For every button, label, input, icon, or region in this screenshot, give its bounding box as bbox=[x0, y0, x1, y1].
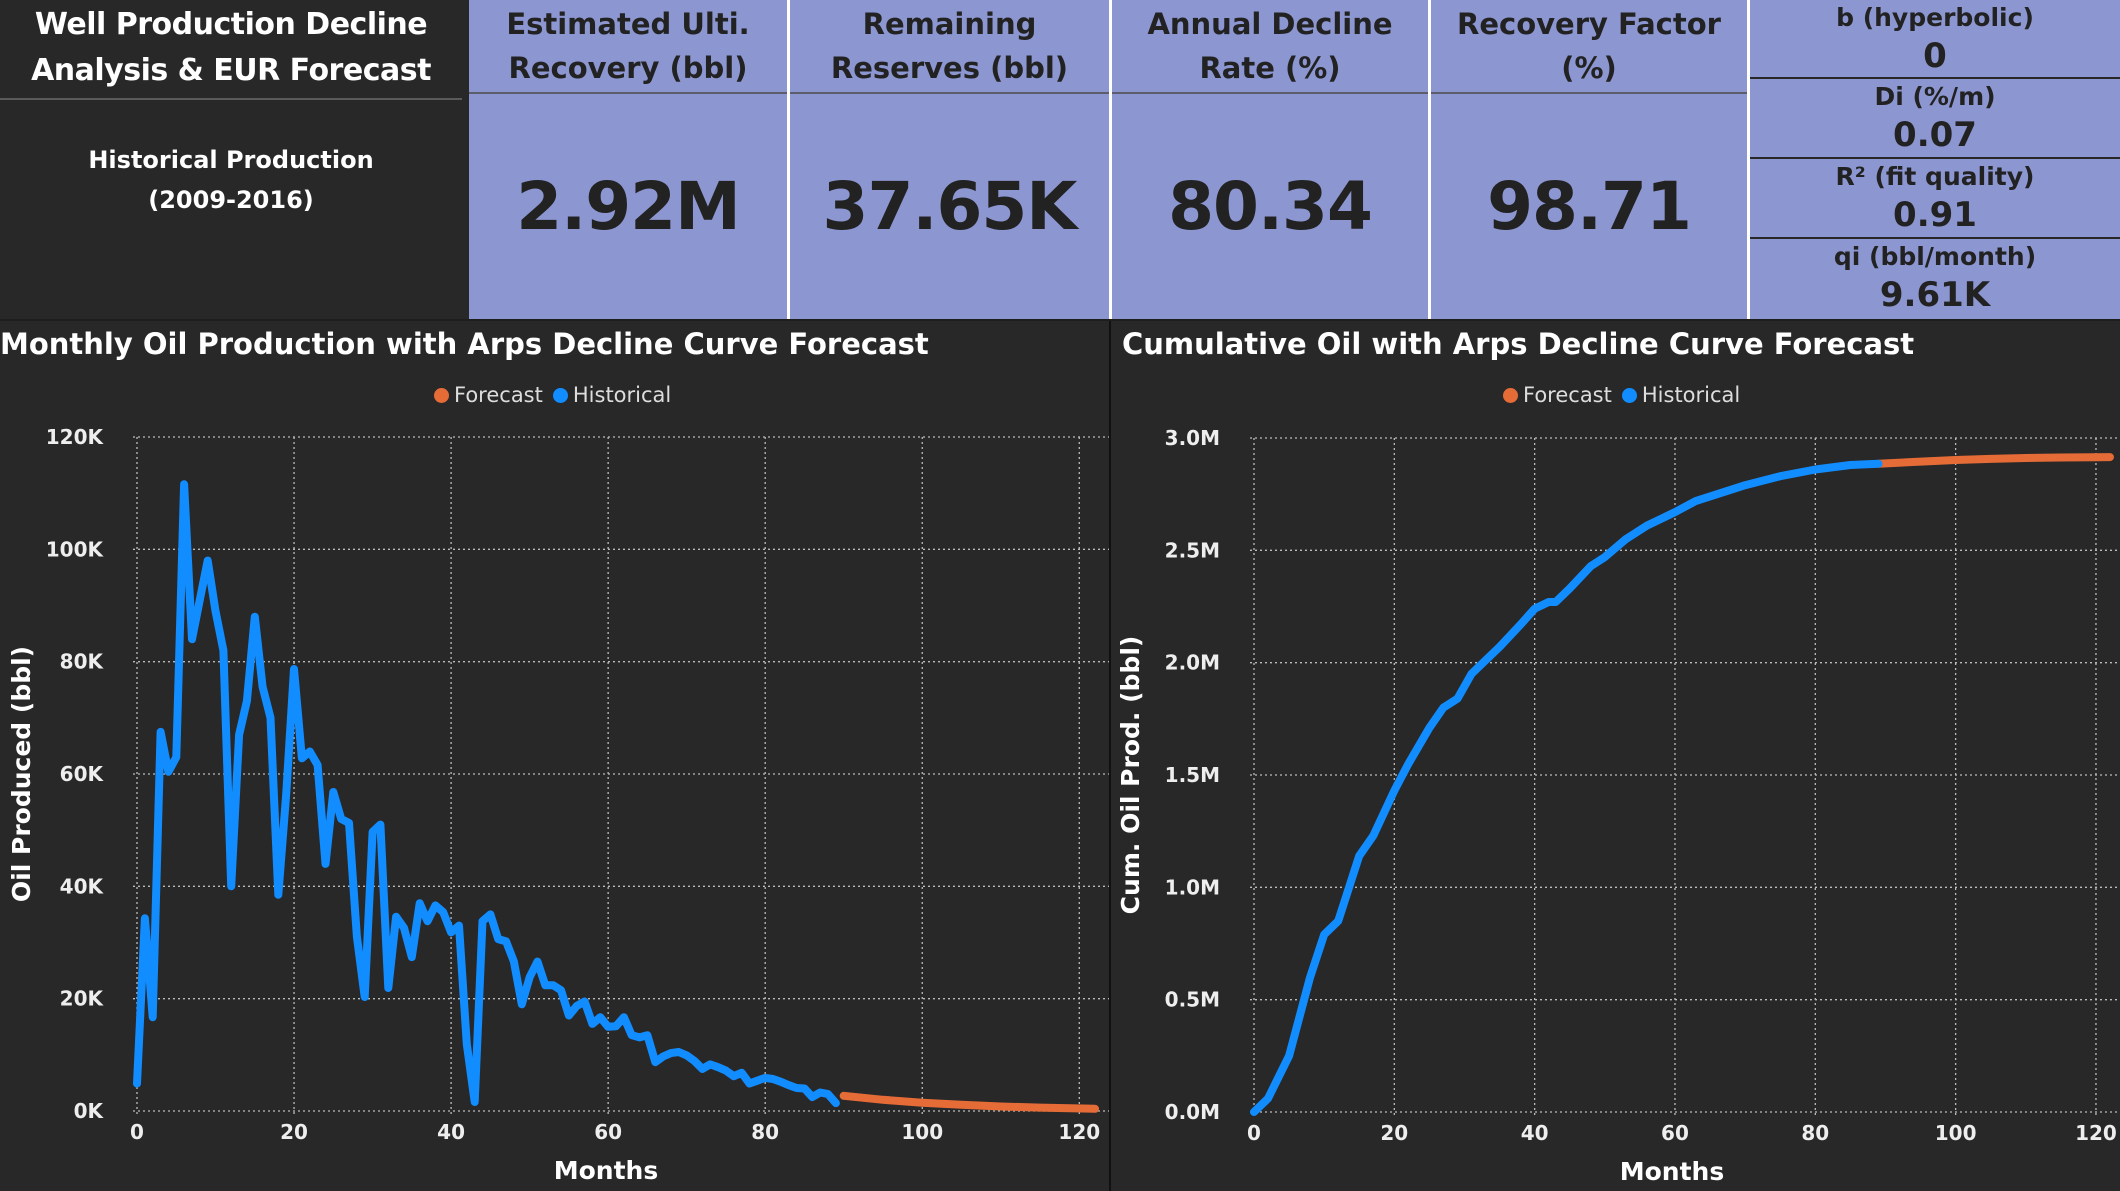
card-divider bbox=[1428, 0, 1431, 319]
y-tick-label: 80K bbox=[60, 650, 105, 674]
param-card-b: b (hyperbolic) 0 bbox=[1750, 0, 2120, 77]
y-tick-label: 2.0M bbox=[1165, 651, 1220, 675]
legend-label: Forecast bbox=[1523, 383, 1612, 407]
y-tick-label: 100K bbox=[46, 537, 105, 561]
y-tick-label: 60K bbox=[60, 762, 105, 786]
series-line-forecast bbox=[1874, 453, 2114, 468]
dashboard-subtitle: Historical Production (2009-2016) bbox=[0, 140, 462, 220]
y-tick-label: 120K bbox=[46, 425, 105, 449]
kpi-label: Annual Decline Rate (%) bbox=[1112, 0, 1428, 94]
chart-divider bbox=[1109, 321, 1111, 1191]
x-tick-label: 40 bbox=[437, 1120, 465, 1144]
kpi-value: 98.71 bbox=[1487, 168, 1692, 245]
legend-label: Historical bbox=[572, 383, 672, 407]
param-label: Di (%/m) bbox=[1874, 82, 1996, 111]
chart-title: Cumulative Oil with Arps Decline Curve F… bbox=[1122, 327, 1915, 361]
y-tick-label: 1.0M bbox=[1165, 875, 1220, 899]
x-tick-label: 120 bbox=[1058, 1120, 1100, 1144]
subtitle-line-2: (2009-2016) bbox=[148, 186, 314, 214]
legend-dot-forecast bbox=[1503, 387, 1518, 403]
kpi-value: 2.92M bbox=[516, 168, 741, 245]
monthly-production-chart: Monthly Oil Production with Arps Decline… bbox=[0, 321, 1109, 1191]
y-axis-title: Cum. Oil Prod. (bbl) bbox=[1116, 636, 1145, 915]
x-tick-label: 80 bbox=[751, 1120, 779, 1144]
dashboard-title: Well Production Decline Analysis & EUR F… bbox=[31, 7, 431, 88]
header-divider bbox=[0, 319, 2120, 321]
kpi-label: Estimated Ulti. Recovery (bbl) bbox=[469, 0, 787, 94]
x-tick-label: 40 bbox=[1521, 1121, 1549, 1145]
param-card-di: Di (%/m) 0.07 bbox=[1750, 79, 2120, 157]
legend-dot-historical bbox=[552, 387, 568, 403]
legend-item-historical[interactable]: Historical bbox=[552, 383, 672, 407]
param-value: 0.07 bbox=[1893, 115, 1977, 155]
legend-item-historical[interactable]: Historical bbox=[1621, 383, 1741, 407]
y-tick-label: 2.5M bbox=[1165, 538, 1220, 562]
x-tick-label: 20 bbox=[280, 1120, 308, 1144]
y-tick-label: 20K bbox=[60, 987, 105, 1011]
series-line-historical bbox=[133, 480, 840, 1108]
legend-dot-forecast bbox=[434, 387, 449, 403]
kpi-card-eur: Estimated Ulti. Recovery (bbl) 2.92M bbox=[469, 0, 787, 319]
param-card-qi: qi (bbl/month) 9.61K bbox=[1750, 239, 2120, 319]
chart-legend: Forecast Historical bbox=[1503, 383, 1740, 407]
card-divider bbox=[787, 0, 790, 319]
x-axis-title: Months bbox=[554, 1156, 658, 1185]
series-line-historical bbox=[1250, 459, 1883, 1116]
title-panel: Well Production Decline Analysis & EUR F… bbox=[0, 0, 469, 319]
param-value: 0 bbox=[1923, 36, 1947, 76]
y-tick-label: 0.0M bbox=[1165, 1100, 1220, 1124]
chart-plot: 0.0M 0.5M 1.0M 1.5M 2.0M 2.5M 3.0M 0 20 40 60 80 100… bbox=[1116, 426, 2120, 1186]
x-tick-label: 80 bbox=[1801, 1121, 1829, 1145]
legend-item-forecast[interactable]: Forecast bbox=[434, 383, 543, 407]
x-tick-label: 100 bbox=[901, 1120, 943, 1144]
kpi-label: Recovery Factor (%) bbox=[1431, 0, 1747, 94]
card-divider bbox=[1109, 0, 1112, 319]
kpi-label: Remaining Reserves (bbl) bbox=[790, 0, 1109, 94]
x-tick-label: 120 bbox=[2075, 1121, 2117, 1145]
chart-legend: Forecast Historical bbox=[434, 383, 671, 407]
y-tick-label: 0K bbox=[74, 1099, 105, 1123]
x-axis-title: Months bbox=[1620, 1157, 1724, 1186]
decline-parameters-panel: b (hyperbolic) 0 Di (%/m) 0.07 R² (fit q… bbox=[1750, 0, 2120, 319]
x-tick-label: 60 bbox=[1661, 1121, 1689, 1145]
param-card-r2: R² (fit quality) 0.91 bbox=[1750, 159, 2120, 237]
x-tick-label: 60 bbox=[594, 1120, 622, 1144]
x-tick-label: 0 bbox=[1247, 1121, 1261, 1145]
legend-item-forecast[interactable]: Forecast bbox=[1503, 383, 1612, 407]
legend-label: Forecast bbox=[454, 383, 543, 407]
subtitle-line-1: Historical Production bbox=[88, 146, 374, 174]
param-label: qi (bbl/month) bbox=[1833, 242, 2037, 271]
chart-title: Monthly Oil Production with Arps Decline… bbox=[0, 327, 929, 361]
param-value: 9.61K bbox=[1879, 275, 1991, 315]
title-divider bbox=[0, 98, 462, 100]
kpi-value: 37.65K bbox=[822, 168, 1078, 245]
y-tick-label: 0.5M bbox=[1165, 988, 1220, 1012]
x-tick-label: 100 bbox=[1935, 1121, 1977, 1145]
kpi-card-remaining-reserves: Remaining Reserves (bbl) 37.65K bbox=[790, 0, 1109, 319]
kpi-card-annual-decline: Annual Decline Rate (%) 80.34 bbox=[1112, 0, 1428, 319]
x-tick-label: 20 bbox=[1380, 1121, 1408, 1145]
cumulative-oil-chart: Cumulative Oil with Arps Decline Curve F… bbox=[1111, 321, 2120, 1191]
param-label: R² (fit quality) bbox=[1835, 162, 2035, 191]
y-tick-label: 3.0M bbox=[1165, 426, 1220, 450]
kpi-value: 80.34 bbox=[1168, 168, 1373, 245]
series-line-forecast bbox=[839, 1091, 1099, 1113]
param-value: 0.91 bbox=[1893, 195, 1977, 235]
y-axis-title: Oil Produced (bbl) bbox=[7, 646, 36, 902]
legend-dot-historical bbox=[1621, 387, 1637, 403]
y-tick-label: 40K bbox=[60, 874, 105, 898]
x-tick-label: 0 bbox=[130, 1120, 144, 1144]
chart-plot: 0K 20K 40K 60K 80K 100K 120K 0 20 40 60 80 100 120 Mon… bbox=[7, 425, 1109, 1185]
param-label: b (hyperbolic) bbox=[1836, 3, 2034, 32]
kpi-card-recovery-factor: Recovery Factor (%) 98.71 bbox=[1431, 0, 1747, 319]
legend-label: Historical bbox=[1641, 383, 1741, 407]
card-divider bbox=[1747, 0, 1750, 319]
y-tick-label: 1.5M bbox=[1165, 763, 1220, 787]
